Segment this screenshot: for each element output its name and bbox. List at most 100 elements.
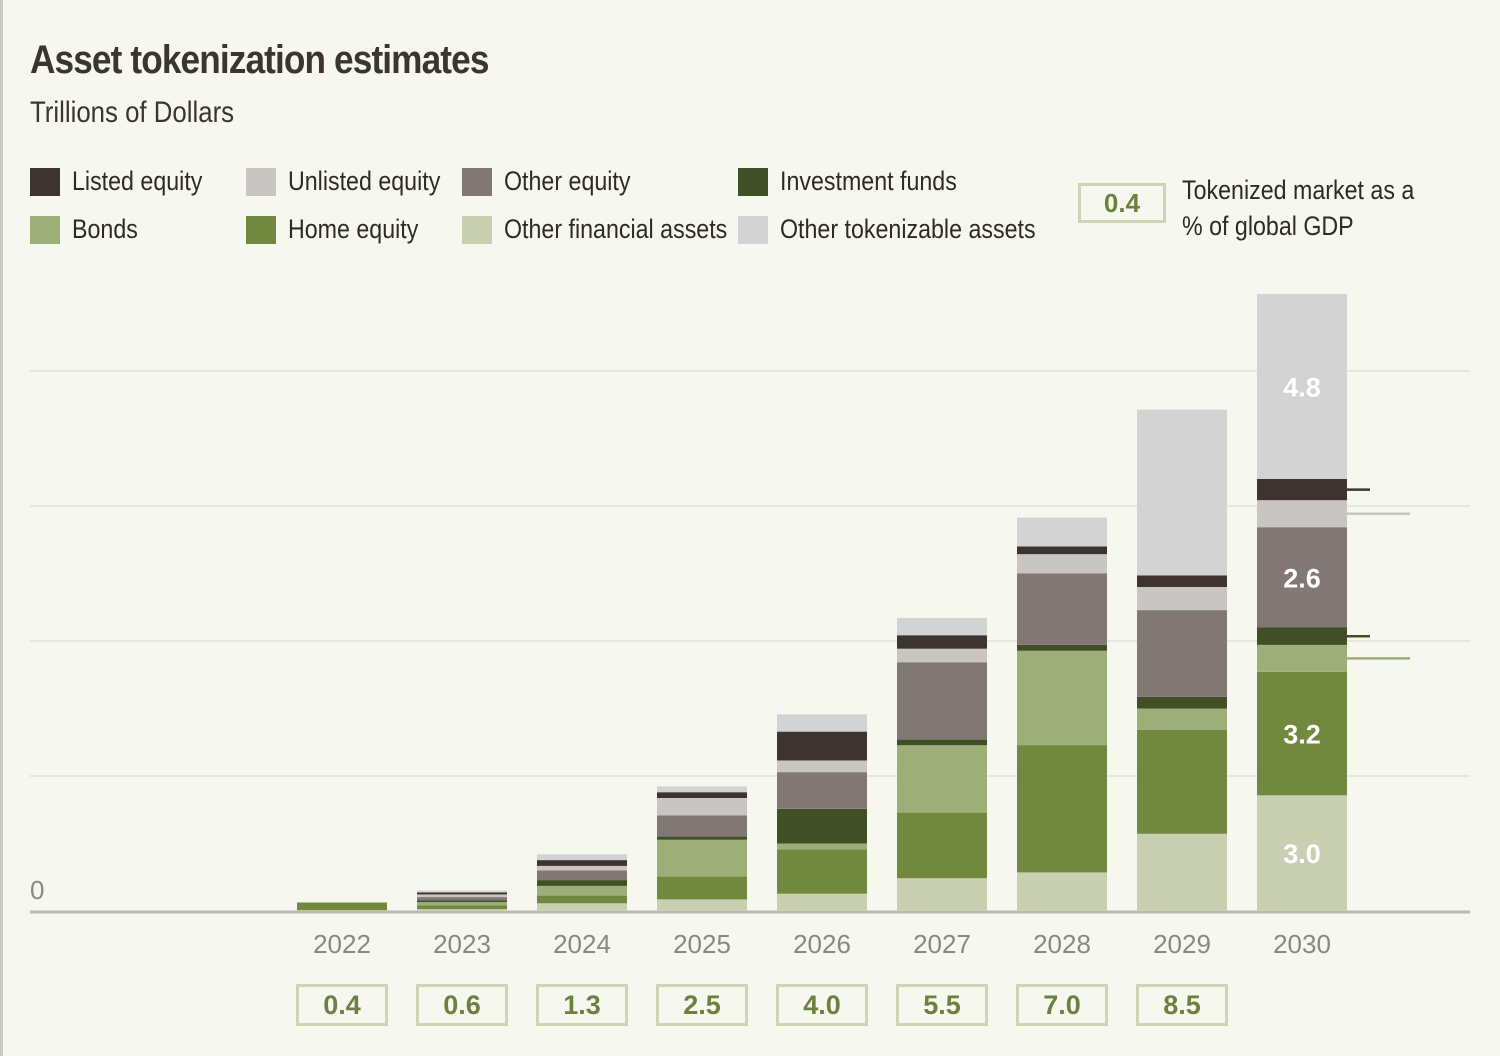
bar-segment	[417, 890, 507, 893]
bar-segment	[897, 812, 987, 879]
legend-swatch	[30, 168, 60, 196]
x-tick-label: 2026	[793, 929, 851, 959]
bar-segment	[537, 880, 627, 886]
x-tick-label: 2027	[913, 929, 971, 959]
bar-segment	[1257, 500, 1347, 528]
bar-segment	[1137, 575, 1227, 587]
legend-swatch	[462, 168, 492, 196]
bar-segment	[1137, 708, 1227, 730]
gdp-key-label: Tokenized market as a % of global GDP	[1182, 175, 1415, 241]
data-label: 2.6	[1283, 563, 1321, 593]
bar-segment	[537, 895, 627, 904]
bar-segment	[1017, 546, 1107, 555]
legend-label: Other tokenizable assets	[780, 214, 1036, 244]
bar-segment	[1017, 644, 1107, 651]
x-tick-label: 2024	[553, 929, 611, 959]
bar-segment	[777, 731, 867, 761]
y-zero-label: 0	[30, 875, 44, 905]
bar-segment	[417, 892, 507, 895]
bar-segment	[417, 897, 507, 901]
bar-segment	[897, 878, 987, 911]
data-label: 3.2	[1283, 720, 1321, 750]
legend-label: Home equity	[288, 214, 419, 244]
legend-swatch	[738, 168, 768, 196]
bar-segment	[777, 772, 867, 809]
x-tick-label: 2023	[433, 929, 491, 959]
bar-segment	[657, 786, 747, 793]
bar-segment	[1257, 644, 1347, 672]
bar-segment	[417, 894, 507, 898]
bar-segment	[1257, 795, 1347, 911]
legend-swatch	[462, 216, 492, 244]
bar-segment	[1017, 573, 1107, 645]
bar-segment	[777, 843, 867, 850]
bar-segment	[897, 648, 987, 663]
left-border	[0, 0, 3, 1056]
bar-segment	[897, 662, 987, 740]
bar-segment	[777, 849, 867, 894]
bar-segment	[657, 836, 747, 840]
gdp-percent-box: 0.4	[296, 984, 388, 1026]
legend-label: Other equity	[504, 166, 631, 196]
bar-segment	[777, 714, 867, 732]
data-label: 3.0	[1283, 839, 1321, 869]
gdp-percent-box: 8.5	[1136, 984, 1228, 1026]
legend-swatch	[246, 168, 276, 196]
bar-segment	[897, 745, 987, 813]
chart-subtitle: Trillions of Dollars	[30, 96, 235, 129]
bar-segment	[1137, 587, 1227, 611]
bar-segment	[897, 617, 987, 636]
legend-swatch	[30, 216, 60, 244]
bar-segment	[657, 815, 747, 837]
x-tick-label: 2029	[1153, 929, 1211, 959]
bar-segment	[1137, 610, 1227, 697]
gdp-percent-box: 5.5	[896, 984, 988, 1026]
bar-segment	[417, 905, 507, 910]
bar-segment	[1017, 554, 1107, 574]
gdp-key-box: 0.4	[1078, 183, 1166, 223]
chart-title: Asset tokenization estimates	[30, 38, 489, 82]
bar-segment	[1017, 650, 1107, 746]
x-tick-label: 2030	[1273, 929, 1331, 959]
bar-segment	[1137, 729, 1227, 834]
bar-segment	[297, 902, 387, 911]
bar-segment	[1017, 745, 1107, 873]
x-tick-label: 2028	[1033, 929, 1091, 959]
x-tick-label: 2022	[313, 929, 371, 959]
gdp-percent-box: 0.6	[416, 984, 508, 1026]
bar-segment	[1017, 517, 1107, 547]
bar-segment	[657, 899, 747, 911]
data-label: 4.8	[1283, 372, 1321, 402]
legend-swatch	[738, 216, 768, 244]
gdp-percent-box: 1.3	[536, 984, 628, 1026]
bar-segment	[657, 792, 747, 798]
gdp-percent-box: 4.0	[776, 984, 868, 1026]
bar-segment	[1017, 872, 1107, 911]
legend-swatch	[246, 216, 276, 244]
bar-segment	[897, 739, 987, 746]
bar-segment	[1257, 671, 1347, 796]
bar-segment	[297, 910, 387, 911]
bar-segment	[1257, 527, 1347, 628]
bar-segment	[537, 854, 627, 861]
bar-segment	[537, 865, 627, 871]
legend-label: Bonds	[72, 214, 138, 244]
bar-segment	[537, 860, 627, 866]
bar-segment	[777, 893, 867, 911]
bar-segment	[1257, 293, 1347, 479]
bar-segment	[1257, 479, 1347, 501]
bar-segment	[657, 876, 747, 900]
bar-segment	[777, 808, 867, 844]
bar-segment	[417, 902, 507, 906]
bar-segment	[897, 635, 987, 649]
bar-segment	[417, 900, 507, 903]
bar-segment	[537, 870, 627, 881]
bar-segment	[1257, 627, 1347, 645]
gdp-percent-box: 2.5	[656, 984, 748, 1026]
x-tick-label: 2025	[673, 929, 731, 959]
bar-segment	[1137, 409, 1227, 576]
bar-segment	[537, 903, 627, 911]
bar-segment	[1137, 833, 1227, 911]
bar-segment	[777, 760, 867, 773]
